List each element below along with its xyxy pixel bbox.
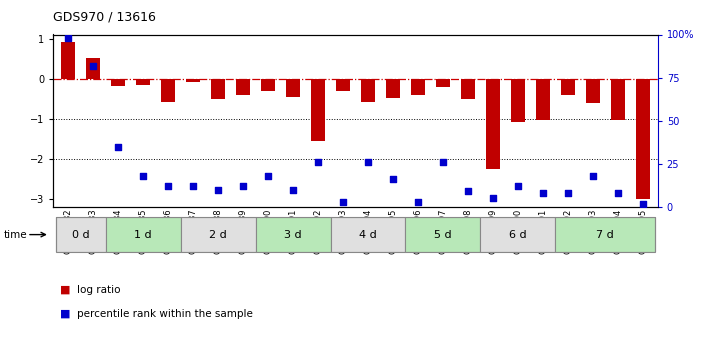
Bar — [405, 217, 481, 252]
Bar — [61, 42, 75, 79]
Text: 1 d: 1 d — [134, 230, 152, 239]
Bar — [336, 79, 350, 91]
Bar — [287, 79, 300, 97]
Bar — [87, 58, 100, 79]
Text: 3 d: 3 d — [284, 230, 302, 239]
Text: percentile rank within the sample: percentile rank within the sample — [77, 309, 252, 319]
Bar — [211, 79, 225, 99]
Bar — [161, 79, 175, 102]
Bar — [137, 79, 150, 85]
Bar — [56, 217, 106, 252]
Point — [562, 190, 574, 196]
Bar — [511, 79, 525, 122]
Point — [512, 184, 523, 189]
Text: GDS970 / 13616: GDS970 / 13616 — [53, 10, 156, 23]
Bar — [106, 217, 181, 252]
Bar — [411, 79, 424, 96]
Point — [63, 35, 74, 41]
Text: 5 d: 5 d — [434, 230, 451, 239]
Point — [237, 184, 249, 189]
Text: ■: ■ — [60, 309, 71, 319]
Text: ■: ■ — [60, 285, 71, 295]
Bar — [561, 79, 574, 96]
Point — [213, 187, 224, 193]
Point — [287, 187, 299, 193]
Bar — [331, 217, 405, 252]
Point — [462, 189, 474, 194]
Point — [387, 177, 399, 182]
Text: 7 d: 7 d — [597, 230, 614, 239]
Text: 4 d: 4 d — [359, 230, 377, 239]
Point — [537, 190, 548, 196]
Bar — [611, 79, 624, 120]
Bar — [181, 217, 256, 252]
Bar — [186, 79, 200, 82]
Bar — [436, 79, 450, 87]
Bar — [386, 79, 400, 98]
Point — [337, 199, 348, 205]
Text: time: time — [4, 230, 27, 239]
Bar — [361, 79, 375, 102]
Point — [612, 190, 624, 196]
Text: log ratio: log ratio — [77, 285, 120, 295]
Text: 2 d: 2 d — [209, 230, 227, 239]
Bar — [256, 217, 331, 252]
Text: 6 d: 6 d — [509, 230, 527, 239]
Bar — [236, 79, 250, 96]
Bar — [536, 79, 550, 120]
Bar — [636, 79, 650, 199]
Point — [487, 196, 498, 201]
Bar — [555, 217, 655, 252]
Bar — [486, 79, 500, 169]
Point — [137, 173, 149, 179]
Bar — [311, 79, 325, 141]
Point — [312, 159, 324, 165]
Point — [587, 173, 599, 179]
Bar — [481, 217, 555, 252]
Text: 0 d: 0 d — [72, 230, 90, 239]
Point — [262, 173, 274, 179]
Bar — [586, 79, 599, 103]
Bar — [461, 79, 475, 99]
Point — [412, 199, 424, 205]
Point — [163, 184, 174, 189]
Point — [637, 201, 648, 206]
Point — [188, 184, 199, 189]
Point — [87, 63, 99, 68]
Point — [363, 159, 374, 165]
Bar — [112, 79, 125, 86]
Point — [437, 159, 449, 165]
Bar — [261, 79, 275, 91]
Point — [112, 144, 124, 149]
